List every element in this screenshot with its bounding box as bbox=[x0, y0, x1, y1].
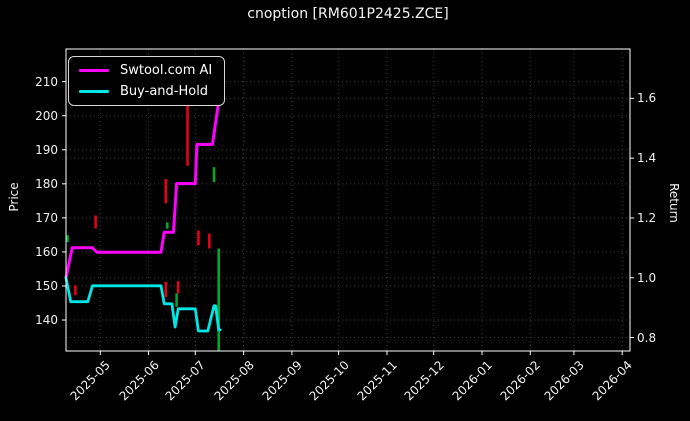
price-tick-label: 150 bbox=[35, 278, 58, 293]
return-tick-label: 1.6 bbox=[637, 91, 657, 106]
axes bbox=[62, 48, 634, 355]
price-tick-label: 200 bbox=[35, 108, 58, 123]
chart-title: cnoption [RM601P2425.ZCE] bbox=[247, 6, 449, 22]
price-tick-label: 210 bbox=[35, 74, 58, 89]
series-line-swtool bbox=[64, 99, 224, 280]
legend-label-buyhold: Buy-and-Hold bbox=[120, 84, 209, 99]
legend-swatch-swtool bbox=[79, 68, 109, 73]
return-tick-label: 1.2 bbox=[637, 210, 657, 225]
legend-item-swtool: Swtool.com AI bbox=[79, 63, 212, 78]
series-lines bbox=[64, 99, 224, 333]
price-tick-label: 140 bbox=[35, 313, 58, 328]
return-tick-label: 1.0 bbox=[637, 270, 657, 285]
price-tick-label: 160 bbox=[35, 244, 58, 259]
price-tick-label: 180 bbox=[35, 176, 58, 191]
return-tick-label: 0.8 bbox=[637, 330, 657, 345]
plot-frame bbox=[65, 48, 631, 352]
return-tick-label: 1.4 bbox=[637, 151, 657, 166]
price-bars bbox=[66, 104, 220, 351]
legend: Swtool.com AI Buy-and-Hold bbox=[68, 56, 226, 106]
series-line-buyhold bbox=[64, 276, 222, 333]
legend-item-buyhold: Buy-and-Hold bbox=[79, 84, 212, 99]
price-tick-label: 190 bbox=[35, 142, 58, 157]
legend-label-swtool: Swtool.com AI bbox=[120, 63, 213, 78]
legend-swatch-buyhold bbox=[79, 89, 109, 94]
price-tick-label: 170 bbox=[35, 210, 58, 225]
